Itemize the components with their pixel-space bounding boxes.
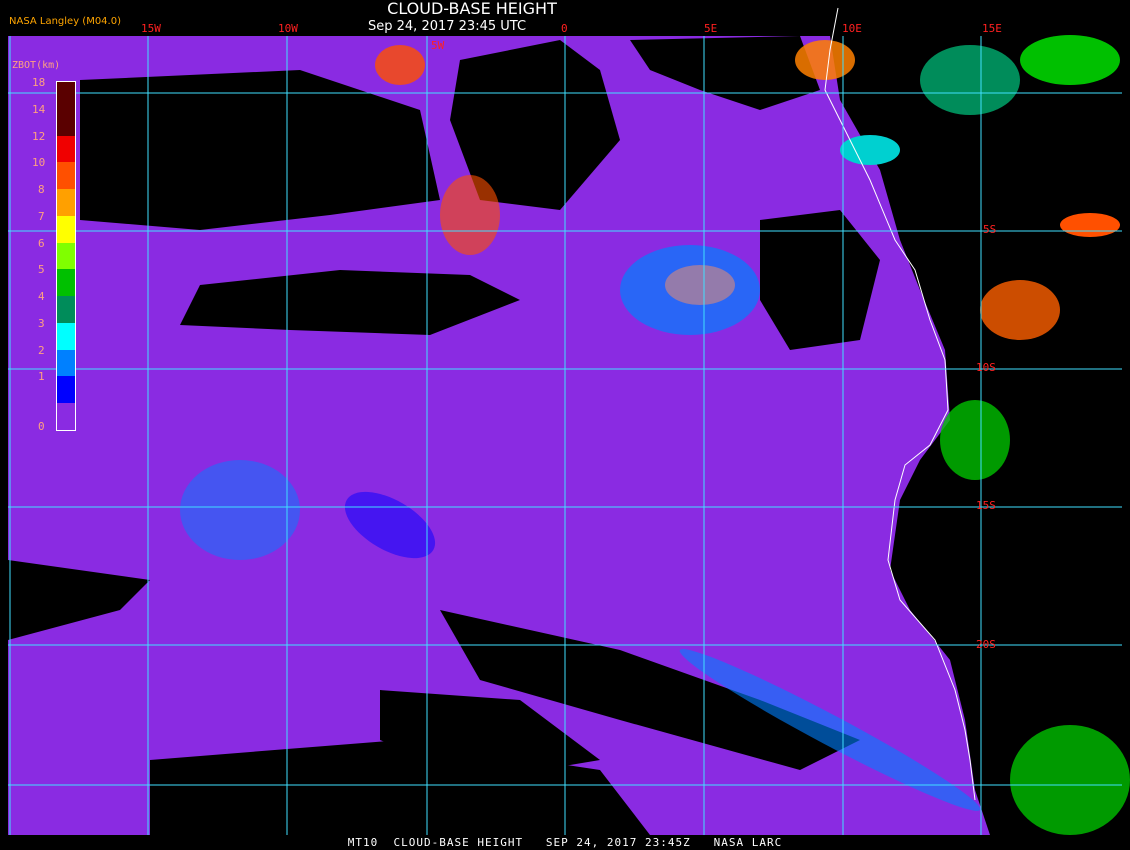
legend-swatch	[57, 403, 75, 430]
lon-label: 0	[561, 22, 568, 35]
legend-title: ZBOT(km)	[12, 60, 61, 71]
clear-sky-regions	[8, 36, 880, 835]
lat-lon-grid	[8, 36, 1122, 835]
legend-swatch	[57, 349, 75, 377]
lon-label: 15W	[141, 22, 161, 35]
legend-tick: 1	[38, 370, 45, 384]
lon-label: 5E	[704, 22, 718, 35]
legend-tick: 8	[38, 183, 45, 197]
legend-swatch	[57, 242, 75, 270]
footer-caption: MT10 CLOUD-BASE HEIGHT SEP 24, 2017 23:4…	[347, 836, 783, 849]
legend-swatch	[57, 322, 75, 350]
legend-tick: 6	[38, 236, 45, 250]
legend-swatch	[57, 135, 75, 163]
legend-tick: 4	[38, 290, 45, 304]
legend-swatch	[57, 215, 75, 243]
legend-tick: 10	[32, 156, 46, 170]
coastline	[824, 7, 976, 801]
map-title-text: CLOUD-BASE HEIGHT	[387, 0, 557, 18]
legend-tick: 2	[38, 343, 45, 357]
lon-label: 10E	[842, 22, 862, 35]
lat-label: 15S	[976, 499, 996, 512]
legend-tick: 12	[32, 129, 46, 143]
legend-tick: 3	[38, 316, 45, 330]
legend-tick: 14	[32, 102, 46, 116]
legend-tick: 0	[38, 420, 45, 433]
legend-swatch	[57, 162, 75, 190]
lon-label: 10W	[278, 22, 298, 35]
legend-tick: 18	[32, 76, 46, 89]
colored-cloud-clusters	[180, 35, 1130, 835]
legend-swatch	[57, 296, 75, 323]
legend-swatch	[57, 189, 75, 216]
lat-label: 5S	[983, 223, 997, 236]
lon-label: 15E	[982, 22, 1002, 35]
legend-swatch	[57, 376, 75, 404]
legend-tick: 5	[38, 263, 45, 277]
legend-tick: 7	[38, 209, 45, 223]
lat-label: 10S	[976, 361, 996, 374]
legend-swatch	[57, 269, 75, 297]
source-label: NASA Langley (M04.0)	[9, 16, 121, 27]
lon-label: 5W	[431, 39, 445, 52]
color-legend	[56, 81, 76, 431]
map-timestamp: Sep 24, 2017 23:45 UTC	[368, 19, 527, 34]
legend-swatch	[57, 108, 75, 136]
legend-swatch	[57, 82, 75, 109]
map-title: CLOUD-BASE HEIGHT	[0, 0, 1130, 18]
lat-label: 20S	[976, 638, 996, 651]
